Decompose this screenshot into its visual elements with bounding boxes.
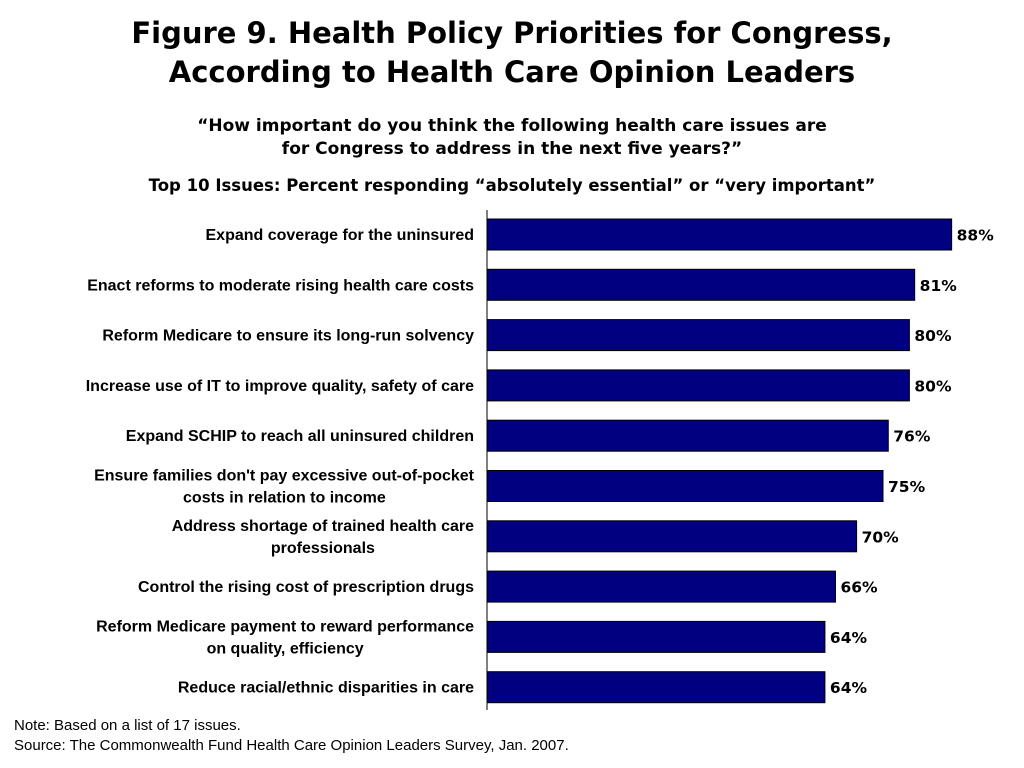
- bar-value-label: 88%: [957, 227, 995, 245]
- chart-notes: Note: Based on a list of 17 issues. Sour…: [14, 716, 569, 756]
- bar: [486, 218, 953, 251]
- bar-value-label: 80%: [914, 327, 952, 345]
- category-label: Expand SCHIP to reach all uninsured chil…: [126, 428, 474, 445]
- survey-question-line-1: “How important do you think the followin…: [197, 116, 827, 136]
- bar: [486, 319, 910, 352]
- chart-title-line-2: According to Health Care Opinion Leaders: [168, 55, 856, 89]
- note-line: Note: Based on a list of 17 issues.: [14, 717, 241, 734]
- bar: [486, 520, 858, 553]
- bar-value-label: 66%: [840, 579, 878, 597]
- bar-value-label: 70%: [862, 528, 900, 546]
- category-label: Enact reforms to moderate rising health …: [87, 277, 474, 294]
- category-label: Reform Medicare to ensure its long-run s…: [102, 328, 474, 345]
- bar: [486, 419, 889, 452]
- category-label: Address shortage of trained health care: [172, 518, 474, 535]
- bar-value-label: 80%: [914, 377, 952, 395]
- chart-title-line-1: Figure 9. Health Policy Priorities for C…: [131, 16, 893, 50]
- category-label: professionals: [271, 540, 375, 557]
- chart-subtitle: Top 10 Issues: Percent responding “absol…: [148, 176, 876, 195]
- bar: [486, 620, 826, 653]
- bar: [486, 671, 826, 704]
- bar-value-label: 75%: [888, 478, 926, 496]
- chart-title: Figure 9. Health Policy Priorities for C…: [0, 14, 1024, 92]
- category-label: Control the rising cost of prescription …: [138, 579, 474, 596]
- bar: [486, 268, 916, 301]
- bar-value-label: 64%: [830, 679, 868, 697]
- category-label: Ensure families don't pay excessive out-…: [94, 468, 475, 485]
- category-label: Expand coverage for the uninsured: [206, 227, 475, 244]
- category-label: Reduce racial/ethnic disparities in care: [178, 680, 474, 697]
- category-label: on quality, efficiency: [207, 640, 364, 657]
- bar: [486, 369, 910, 402]
- category-label: costs in relation to income: [183, 490, 386, 507]
- category-label: Reform Medicare payment to reward perfor…: [96, 618, 474, 635]
- bar-value-label: 81%: [920, 277, 958, 295]
- survey-question-line-2: for Congress to address in the next five…: [281, 139, 743, 159]
- bar-value-label: 64%: [830, 629, 868, 647]
- survey-question: “How important do you think the followin…: [0, 115, 1024, 161]
- bar-value-label: 76%: [893, 428, 931, 446]
- category-label: Increase use of IT to improve quality, s…: [86, 378, 474, 395]
- source-line: Source: The Commonwealth Fund Health Car…: [14, 737, 569, 754]
- bar: [486, 470, 884, 502]
- bar: [486, 570, 836, 603]
